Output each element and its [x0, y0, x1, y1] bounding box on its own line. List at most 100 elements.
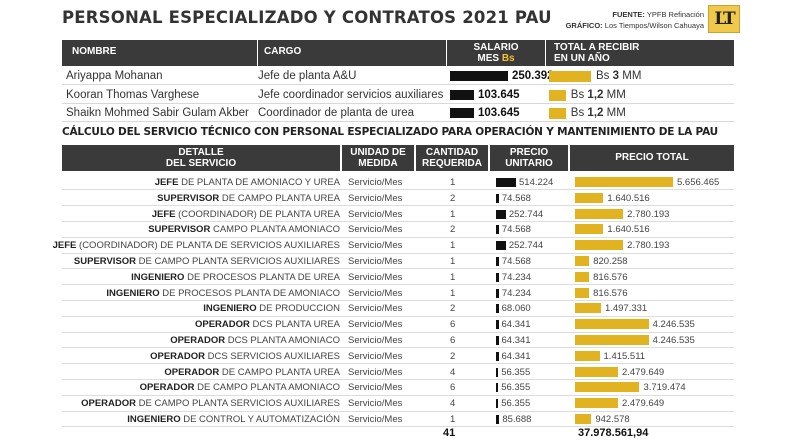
header-total: TOTAL A RECIBIR EN UN AÑO [546, 40, 734, 66]
service-row: INGENIERO DE PROCESOS PLANTA DE AMONIACO… [62, 285, 734, 301]
personal-row: Kooran Thomas Varghese Jefe coordinador s… [62, 87, 734, 104]
header-unidad-line2: MEDIDA [358, 158, 398, 169]
unitario-bar [496, 178, 516, 187]
header-nombre-label: NOMBRE [72, 46, 117, 57]
service-detail: SUPERVISOR DE CAMPO PLANTA UREA [157, 193, 340, 204]
precio-total-value: 2.479.649 [621, 366, 665, 378]
service-row: INGENIERO DE PRODUCCION Servicio/Mes 2 68.0… [62, 300, 734, 317]
service-row: OPERADOR DE CAMPO PLANTA UREA Servicio/Me… [62, 364, 734, 380]
total-anual-value: Bs 1,2 MM [571, 89, 626, 101]
service-description: DE PRODUCCION [256, 303, 340, 315]
service-role: OPERADOR [139, 382, 195, 394]
header-salario: SALARIO MES Bs [447, 40, 545, 66]
precio-total-bar [575, 256, 590, 266]
unitario-value: 56.355 [501, 366, 531, 378]
total-anual-bar [549, 71, 591, 82]
service-cantidad: 1 [450, 240, 456, 252]
total-anual-value: Bs 3 MM [596, 70, 641, 82]
service-detail: SUPERVISOR DE CAMPO PLANTA SERVICIOS AUX… [74, 256, 340, 267]
unitario-bar [496, 304, 499, 314]
service-detail: INGENIERO DE PROCESOS PLANTA DE AMONIACO [106, 288, 340, 299]
service-description: DE PLANTA DE AMONIACO Y UREA [178, 177, 340, 188]
service-detail: JEFE (COORDINADOR) DE PLANTA UREA [152, 209, 340, 220]
service-role: INGENIERO [106, 287, 160, 299]
salario-value: 103.645 [478, 88, 520, 101]
service-unidad: Servicio/Mes [348, 382, 403, 394]
service-description: DE PROCESOS PLANTA DE AMONIACO [159, 287, 340, 299]
graphic-text: Los Tiempos/Wilson Cahuaya [604, 21, 704, 30]
source-credits: FUENTE: YPFB Refinación GRÁFICO: Los Tie… [566, 9, 704, 31]
unitario-bar [496, 415, 500, 424]
service-cantidad: 2 [450, 303, 456, 315]
precio-total-value: 1.415.511 [603, 350, 646, 362]
header-cantidad-line2: REQUERIDA [421, 158, 482, 169]
precio-total-value: 2.780.193 [627, 240, 670, 252]
header-total-line1: TOTAL A RECIBIR [554, 42, 640, 53]
service-role: SUPERVISOR [148, 224, 211, 236]
header-total-line2: EN UN AÑO [554, 53, 610, 64]
service-role: OPERADOR [150, 350, 206, 362]
total-amount: 1,2 [587, 107, 604, 119]
precio-total-value: 3.719.474 [643, 382, 686, 394]
infographic-title: PERSONAL ESPECIALIZADO Y CONTRATOS 2021 … [62, 8, 552, 27]
precio-total-bar [575, 414, 592, 424]
service-detail: INGENIERO DE CONTROL Y AUTOMATIZACIÓN [127, 414, 340, 425]
precio-total-bar [575, 208, 624, 219]
service-description: DE PROCESOS PLANTA DE UREA [184, 271, 340, 283]
service-description: DE CAMPO PLANTA UREA [219, 192, 340, 204]
services-subtitle: CÁLCULO DEL SERVICIO TÉCNICO CON PERSONA… [62, 126, 719, 138]
precio-total-bar [575, 177, 673, 187]
service-role: OPERADOR [81, 398, 137, 410]
precio-total-bar [575, 319, 649, 330]
source-text: YPFB Refinación [646, 10, 704, 19]
unitario-bar [496, 351, 499, 361]
personal-name: Shaikn Mohmed Sabir Gulam Akber [66, 107, 249, 119]
service-role: OPERADOR [164, 366, 220, 378]
total-cantidad: 41 [443, 427, 456, 439]
unitario-value: 74.568 [501, 256, 531, 267]
header-salario-line2: MES Bs [447, 53, 545, 64]
service-role: INGENIERO [127, 414, 181, 425]
header-nombre: NOMBRE [62, 40, 257, 66]
precio-total-value: 1.640.516 [607, 224, 650, 236]
unitario-value: 64.341 [501, 319, 531, 331]
header-unidad: UNIDAD DE MEDIDA [342, 145, 414, 171]
service-role: SUPERVISOR [73, 256, 137, 267]
salario-bar [450, 108, 474, 118]
service-unidad: Servicio/Mes [348, 224, 403, 236]
service-unidad: Servicio/Mes [348, 350, 403, 362]
header-precio-total-label: PRECIO TOTAL [615, 152, 689, 163]
unitario-bar [496, 225, 499, 235]
service-unidad: Servicio/Mes [348, 303, 403, 315]
service-row: SUPERVISOR DE CAMPO PLANTA UREA Servicio/… [62, 190, 734, 207]
service-row: JEFE DE PLANTA DE AMONIACO Y UREA Servici… [62, 174, 734, 191]
service-cantidad: 6 [450, 319, 456, 331]
service-unidad: Servicio/Mes [348, 192, 403, 204]
service-unidad: Servicio/Mes [348, 240, 403, 252]
service-row: JEFE (COORDINADOR) DE PLANTA DE SERVICIO… [53, 237, 734, 254]
service-row: INGENIERO DE CONTROL Y AUTOMATIZACIÓN Ser… [62, 411, 734, 428]
service-cantidad: 4 [450, 398, 456, 410]
header-precio-unitario-line1: PRECIO [509, 147, 549, 158]
total-precio: 37.978.561,94 [578, 427, 649, 439]
precio-total-value: 5.656.465 [677, 177, 720, 188]
header-salario-mes: MES [477, 53, 502, 64]
unitario-value: 68.060 [501, 303, 531, 315]
service-detail: OPERADOR DE CAMPO PLANTA SERVICIOS AUXIL… [81, 398, 340, 409]
service-cantidad: 2 [450, 350, 456, 362]
header-salario-line1: SALARIO [473, 42, 519, 53]
personal-cargo: Jefe de planta A&U [258, 70, 357, 82]
unitario-value: 74.234 [501, 287, 531, 299]
service-role: INGENIERO [203, 303, 257, 315]
unitario-bar [496, 336, 499, 345]
unitario-bar [496, 241, 506, 251]
precio-total-bar [575, 192, 604, 203]
service-row: INGENIERO DE PROCESOS PLANTA DE UREA Serv… [62, 269, 734, 286]
unitario-value: 252.744 [508, 240, 544, 252]
unitario-bar [496, 193, 499, 203]
service-row: JEFE (COORDINADOR) DE PLANTA UREA Servici… [62, 206, 734, 222]
service-cantidad: 6 [450, 382, 456, 394]
precio-total-value: 4.246.535 [652, 319, 695, 331]
unitario-bar [496, 257, 499, 266]
precio-total-bar [575, 303, 601, 314]
